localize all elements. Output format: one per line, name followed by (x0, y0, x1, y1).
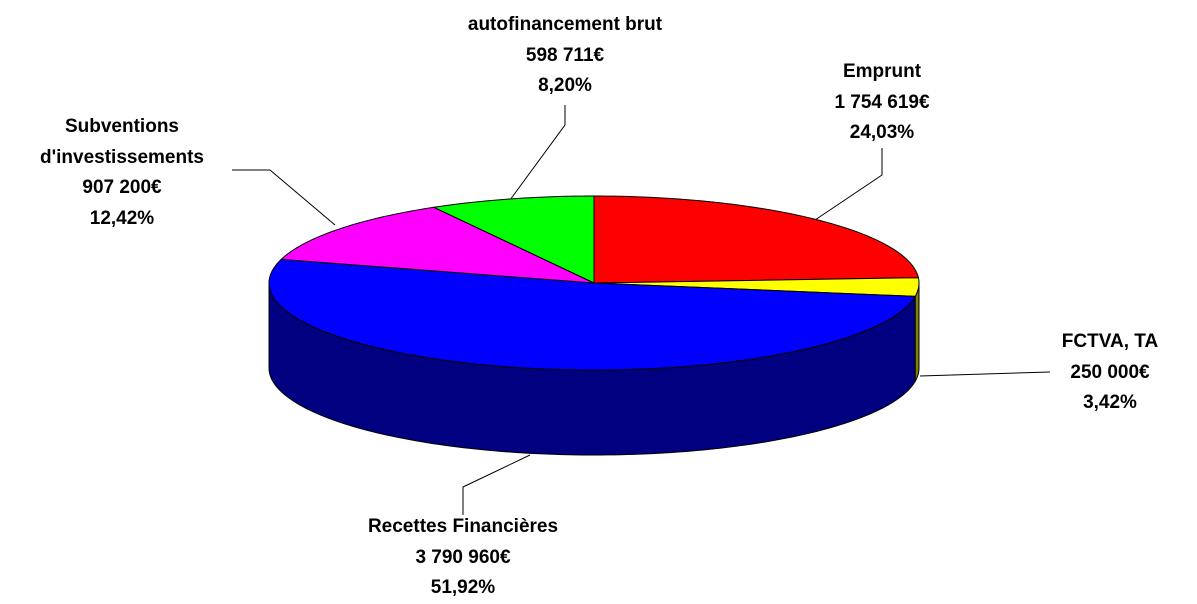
slice-label: Subventions d'investissements 907 200€ 1… (17, 112, 227, 234)
leader-line (814, 148, 883, 221)
category-label: FCTVA, TA (1061, 331, 1159, 352)
percent-label: 24,03% (849, 122, 915, 143)
percent-label: 12,42% (89, 207, 155, 229)
slice-label: FCTVA, TA 250 000€ 3,42% (1030, 327, 1190, 419)
slice (268, 258, 917, 371)
slice-label: autofinancement brut 598 711€ 8,20% (415, 10, 715, 102)
slice-side (914, 282, 920, 382)
category-label: autofinancement brut (467, 14, 663, 35)
leader-line (462, 454, 531, 515)
slice (432, 195, 595, 284)
value-label: 250 000€ (1070, 361, 1150, 383)
slice (593, 195, 920, 284)
leader-line (509, 105, 566, 201)
value-label: 3 790 960€ (415, 546, 511, 568)
category-label: Emprunt (842, 61, 922, 82)
slice-label: Recettes Financières 3 790 960€ 51,92% (313, 512, 613, 604)
percent-label: 3,42% (1083, 392, 1137, 413)
slice (280, 206, 595, 284)
category-label: Subventions d'investissements (40, 116, 204, 168)
percent-label: 51,92% (430, 577, 496, 598)
slice-label: Emprunt 1 754 619€ 24,03% (782, 57, 982, 149)
leader-line (232, 169, 336, 226)
percent-label: 8,20% (538, 75, 592, 96)
value-label: 598 711€ (525, 44, 605, 66)
leader-line (919, 371, 1051, 377)
value-label: 1 754 619€ (834, 91, 930, 113)
category-label: Recettes Financières (367, 516, 559, 537)
slice (593, 277, 920, 297)
value-label: 907 200€ (82, 177, 162, 198)
